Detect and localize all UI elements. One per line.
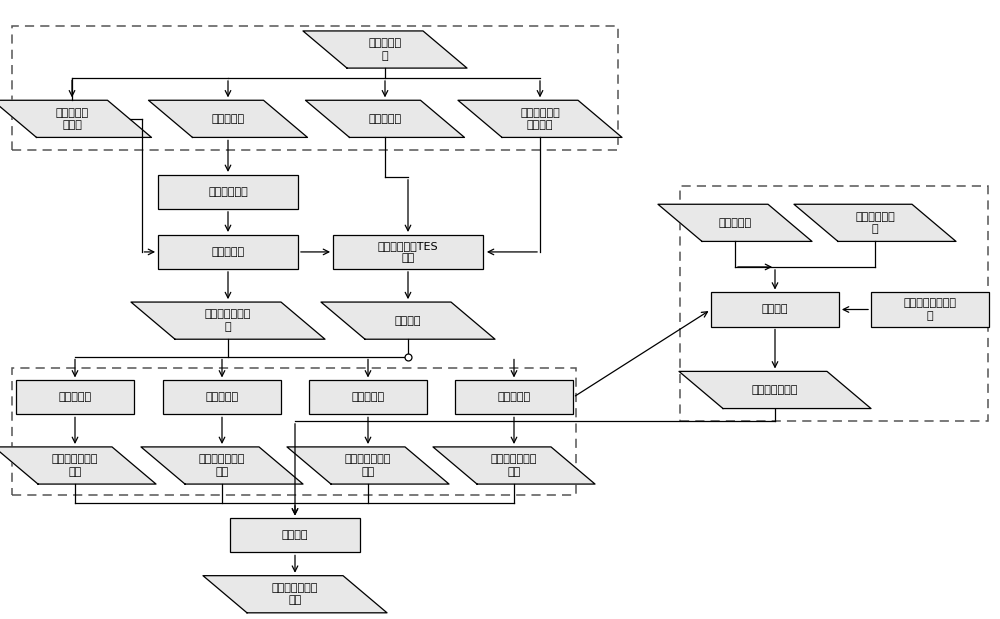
Text: 模拟数据集: 模拟数据集 bbox=[718, 218, 752, 228]
Text: 多角度方法: 多角度方法 bbox=[351, 392, 385, 402]
Bar bbox=[455, 380, 573, 415]
Text: 像元组分的发射
率: 像元组分的发射 率 bbox=[205, 310, 251, 332]
Bar bbox=[163, 380, 281, 415]
Bar bbox=[158, 175, 298, 209]
Text: 遥感观测数
据: 遥感观测数 据 bbox=[368, 38, 402, 61]
Polygon shape bbox=[141, 447, 303, 484]
Text: 算法评测: 算法评测 bbox=[762, 305, 788, 314]
Text: 土壤和植被反演
结果: 土壤和植被反演 结果 bbox=[199, 454, 245, 477]
Text: 多波段方法: 多波段方法 bbox=[58, 392, 92, 402]
Bar bbox=[230, 519, 360, 552]
Bar bbox=[680, 186, 988, 421]
Text: 多像元方法: 多像元方法 bbox=[205, 392, 239, 402]
Polygon shape bbox=[433, 447, 595, 484]
Polygon shape bbox=[149, 100, 308, 137]
Polygon shape bbox=[203, 576, 387, 613]
Text: 数据融合: 数据融合 bbox=[282, 530, 308, 540]
Polygon shape bbox=[0, 447, 156, 484]
Text: 像元发射率: 像元发射率 bbox=[211, 247, 245, 257]
Polygon shape bbox=[679, 371, 871, 409]
Text: 多时相方法: 多时相方法 bbox=[497, 392, 531, 402]
Text: 土壤和植被反演
结果: 土壤和植被反演 结果 bbox=[491, 454, 537, 477]
Text: 贝叶斯模型平均方
法: 贝叶斯模型平均方 法 bbox=[904, 298, 956, 321]
Text: 地表的覆盖度: 地表的覆盖度 bbox=[208, 187, 248, 197]
Bar bbox=[333, 235, 483, 269]
Polygon shape bbox=[306, 100, 464, 137]
Polygon shape bbox=[303, 31, 467, 68]
Text: 算法的权重因子: 算法的权重因子 bbox=[752, 385, 798, 395]
Polygon shape bbox=[131, 302, 325, 339]
Text: 土壤和植被反演
结果: 土壤和植被反演 结果 bbox=[272, 583, 318, 605]
Bar bbox=[309, 380, 427, 415]
Text: 地面测量数据
集: 地面测量数据 集 bbox=[855, 212, 895, 234]
Text: 云掩膜、地表
水汽产品: 云掩膜、地表 水汽产品 bbox=[520, 108, 560, 130]
Polygon shape bbox=[287, 447, 449, 484]
Text: 土壤和植被
发射率: 土壤和植被 发射率 bbox=[55, 108, 89, 130]
Bar bbox=[12, 26, 618, 150]
Polygon shape bbox=[658, 204, 812, 241]
Bar bbox=[158, 235, 298, 269]
Bar bbox=[12, 368, 576, 495]
Text: 可见光观测: 可见光观测 bbox=[211, 114, 245, 124]
Bar bbox=[16, 380, 134, 415]
Text: 热红外观测: 热红外观测 bbox=[368, 114, 402, 124]
Polygon shape bbox=[0, 100, 152, 137]
Text: 分裂窗算法或TES
算法: 分裂窗算法或TES 算法 bbox=[378, 241, 438, 263]
Text: 土壤和植被反演
结果: 土壤和植被反演 结果 bbox=[52, 454, 98, 477]
Bar bbox=[711, 293, 839, 327]
Polygon shape bbox=[321, 302, 495, 339]
Polygon shape bbox=[458, 100, 622, 137]
Polygon shape bbox=[794, 204, 956, 241]
Text: 土壤和植被反演
结果: 土壤和植被反演 结果 bbox=[345, 454, 391, 477]
Bar bbox=[871, 293, 989, 327]
Text: 像元亮温: 像元亮温 bbox=[395, 316, 421, 326]
